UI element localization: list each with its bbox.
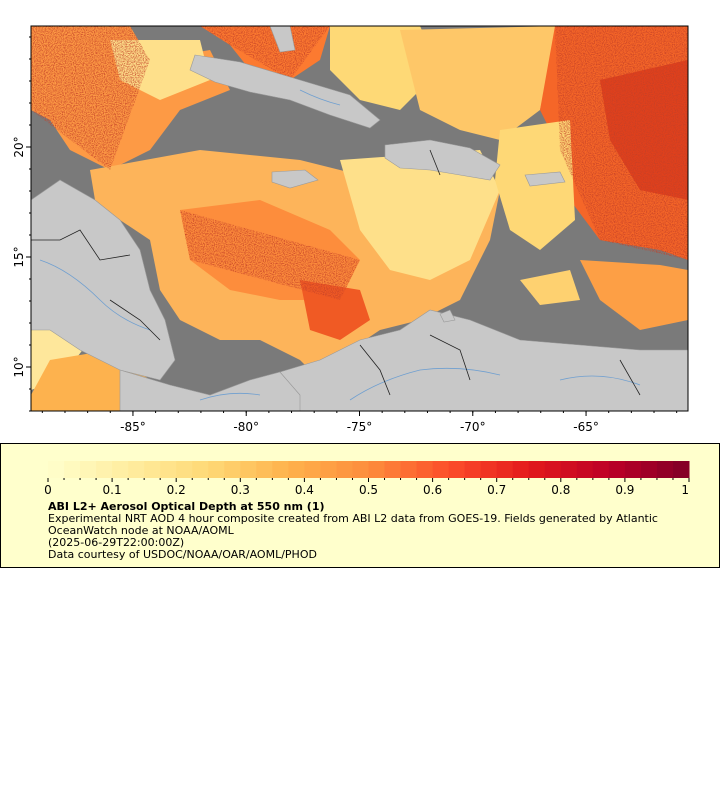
map-panel: -85° -80° -75° -70° -65° 20° 15° 10° xyxy=(12,25,689,434)
colorbar-swatch xyxy=(208,461,225,478)
colorbar-swatch xyxy=(624,461,642,478)
x-axis: -85° -80° -75° -70° -65° xyxy=(41,411,678,434)
colorbar-swatch xyxy=(656,461,674,478)
colorbar-swatch xyxy=(400,461,418,478)
legend-title: ABI L2+ Aerosol Optical Depth at 550 nm … xyxy=(48,500,325,513)
legend-credit: Data courtesy of USDOC/NOAA/OAR/AOML/PHO… xyxy=(48,548,317,561)
colorbar-swatch xyxy=(480,461,498,478)
colorbar-tick-label: 0.6 xyxy=(423,483,442,497)
y-tick-label: 20° xyxy=(12,136,26,157)
colorbar-swatch xyxy=(144,461,161,478)
land-jamaica xyxy=(271,169,319,189)
colorbar-swatch xyxy=(176,461,193,478)
colorbar-swatch xyxy=(432,461,450,478)
colorbar-swatch xyxy=(64,461,81,478)
colorbar-swatch xyxy=(192,461,209,478)
map-field xyxy=(31,26,688,411)
land-hispaniola xyxy=(384,139,501,181)
colorbar-swatch xyxy=(352,461,369,478)
x-tick-label: -75° xyxy=(347,420,373,434)
colorbar-swatch xyxy=(48,461,65,478)
colorbar-swatch xyxy=(224,461,241,478)
colorbar-tick-label: 0 xyxy=(44,483,52,497)
land-small-island xyxy=(439,309,456,323)
colorbar-swatch xyxy=(384,461,402,478)
colorbar-swatch xyxy=(512,461,530,478)
colorbar-tick-label: 0.2 xyxy=(167,483,186,497)
colorbar-tick-label: 0.9 xyxy=(615,483,634,497)
x-tick-label: -70° xyxy=(460,420,486,434)
colorbar-swatch xyxy=(256,461,273,478)
aod-map: -85° -80° -75° -70° -65° 20° 15° 10° xyxy=(12,25,689,434)
colorbar-tick-label: 0.8 xyxy=(551,483,570,497)
colorbar-swatch xyxy=(288,461,305,478)
land-south-america xyxy=(279,309,688,411)
colorbar-swatch xyxy=(128,461,145,478)
colorbar-swatch xyxy=(640,461,658,478)
land-cuba xyxy=(189,54,381,129)
colorbar-tick-label: 1 xyxy=(681,483,689,497)
legend-text: ABI L2+ Aerosol Optical Depth at 550 nm … xyxy=(48,501,698,561)
land-florida-keys xyxy=(269,26,296,53)
colorbar-swatch xyxy=(80,461,97,478)
aod-texture xyxy=(31,26,688,300)
y-tick-label: 10° xyxy=(12,356,26,377)
colorbar-swatch xyxy=(496,461,514,478)
y-tick-label: 15° xyxy=(12,246,26,267)
x-tick-label: -80° xyxy=(233,420,259,434)
colorbar-swatch xyxy=(240,461,257,478)
colorbar-tick-label: 0.1 xyxy=(103,483,122,497)
colorbar-tick-label: 0.5 xyxy=(359,483,378,497)
legend-timestamp: (2025-06-29T22:00:00Z) xyxy=(48,536,185,549)
colorbar-swatch xyxy=(464,461,482,478)
colorbar-swatch xyxy=(112,461,129,478)
colorbar-tick-label: 0.7 xyxy=(487,483,506,497)
rivers xyxy=(39,89,641,401)
legend-description: Experimental NRT AOD 4 hour composite cr… xyxy=(48,512,658,537)
y-axis: 20° 15° 10° xyxy=(12,36,31,412)
land-areas xyxy=(31,26,688,411)
colorbar-swatch xyxy=(608,461,626,478)
colorbar-swatch xyxy=(336,461,353,478)
country-borders xyxy=(31,149,641,396)
land-yucatan-central-america xyxy=(31,179,176,381)
colorbar-swatch xyxy=(320,461,337,478)
colorbar-swatch xyxy=(448,461,466,478)
colorbar-swatch xyxy=(272,461,289,478)
x-tick-label: -85° xyxy=(120,420,146,434)
colorbar-ticks: 0 0.1 0.2 0.3 0.4 0.5 0.6 0.7 0.8 0.9 1 xyxy=(44,478,690,497)
x-tick-label: -65° xyxy=(573,420,599,434)
colorbar-tick-label: 0.4 xyxy=(295,483,314,497)
colorbar-swatch xyxy=(560,461,578,478)
colorbar-swatch xyxy=(544,461,562,478)
colorbar-swatch xyxy=(528,461,546,478)
legend-panel: 0 0.1 0.2 0.3 0.4 0.5 0.6 0.7 0.8 0.9 1 ABI L2+ Ae… xyxy=(0,443,720,568)
colorbar-swatch xyxy=(672,461,690,478)
colorbar-swatches xyxy=(48,461,690,478)
colorbar: 0 0.1 0.2 0.3 0.4 0.5 0.6 0.7 0.8 0.9 1 xyxy=(44,461,690,497)
land-puerto-rico xyxy=(524,171,566,187)
colorbar-swatch xyxy=(592,461,610,478)
colorbar-swatch xyxy=(416,461,434,478)
colorbar-swatch xyxy=(576,461,594,478)
colorbar-swatch xyxy=(96,461,113,478)
colorbar-tick-label: 0.3 xyxy=(231,483,250,497)
colorbar-swatch xyxy=(304,461,321,478)
colorbar-swatch xyxy=(368,461,386,478)
colorbar-swatch xyxy=(160,461,177,478)
